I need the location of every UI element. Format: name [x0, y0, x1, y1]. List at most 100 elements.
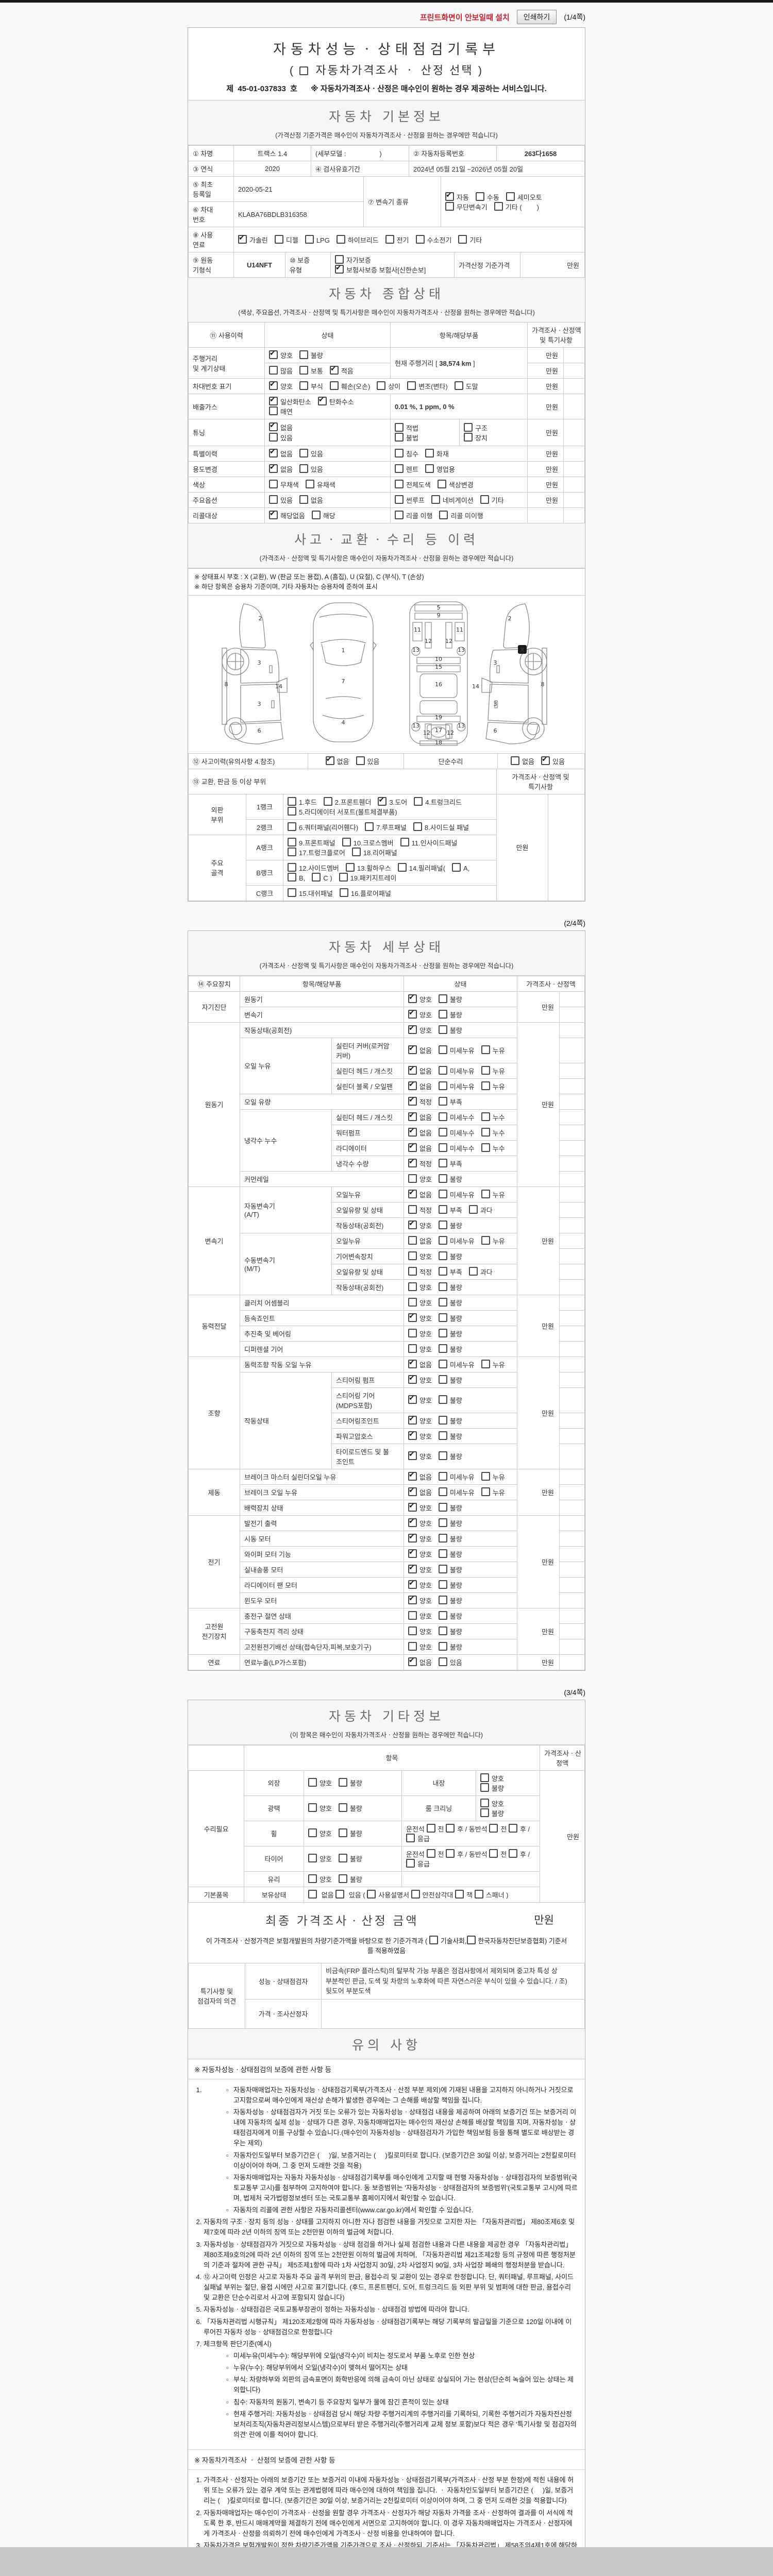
checkbox-option[interactable]: 없음	[269, 447, 293, 459]
checkbox-unchecked[interactable]	[308, 1778, 317, 1787]
checkbox-checked[interactable]	[408, 1064, 417, 1075]
checkbox-unchecked[interactable]	[269, 480, 278, 488]
checkbox-option[interactable]: 불량	[438, 1451, 462, 1461]
checkbox-option[interactable]: 누수	[481, 1127, 505, 1138]
checkbox-unchecked[interactable]	[438, 1451, 447, 1460]
checkbox-option[interactable]: 불량	[438, 1580, 462, 1590]
checkbox-unchecked[interactable]	[481, 1065, 490, 1075]
checkbox-option[interactable]: 15.대쉬패널	[288, 888, 333, 898]
checkbox-option[interactable]: 누유	[481, 1065, 505, 1076]
checkbox-option[interactable]: 있음	[269, 433, 386, 443]
checkbox-option[interactable]: 불량	[438, 1328, 462, 1338]
checkbox-checked[interactable]	[408, 1656, 417, 1666]
checkbox-unchecked[interactable]	[395, 422, 404, 432]
checkbox-unchecked[interactable]	[438, 1096, 447, 1106]
checkbox-unchecked[interactable]	[481, 1081, 490, 1090]
checkbox-option[interactable]: 미세누유	[438, 1065, 475, 1076]
checkbox-option[interactable]: 네비게이션	[431, 495, 474, 505]
checkbox-unchecked[interactable]	[425, 449, 434, 457]
checkbox-option[interactable]: 변조(변타)	[407, 381, 448, 391]
checkbox-unchecked[interactable]	[468, 1266, 478, 1276]
checkbox-checked[interactable]	[541, 755, 550, 765]
checkbox-option[interactable]: 무단변속기	[445, 201, 488, 212]
checkbox-option[interactable]: 유채색	[305, 480, 335, 489]
checkbox-option[interactable]: 적정	[408, 1095, 432, 1107]
checkbox-checked[interactable]	[408, 1044, 417, 1054]
checkbox-unchecked[interactable]	[438, 1657, 447, 1666]
checkbox-option[interactable]: 불량	[438, 1626, 462, 1636]
checkbox-option[interactable]: 13.휠하우스	[345, 862, 391, 873]
checkbox-unchecked[interactable]	[299, 350, 308, 359]
checkbox-checked[interactable]	[408, 1142, 417, 1152]
checkbox-option[interactable]: 미세누유	[438, 1359, 475, 1369]
checkbox-option[interactable]: 양호	[308, 1828, 332, 1838]
checkbox-checked[interactable]	[269, 463, 278, 473]
print-button[interactable]: 인쇄하기	[516, 10, 557, 24]
checkbox-option[interactable]: 적법	[395, 422, 418, 433]
checkbox-option[interactable]: 있음	[269, 495, 293, 505]
checkbox-option[interactable]: 기타 ( )	[494, 201, 539, 212]
checkbox-unchecked[interactable]	[481, 1487, 490, 1496]
checkbox-option[interactable]: 양호	[408, 1532, 432, 1544]
checkbox-option[interactable]: 양호	[308, 1803, 332, 1813]
checkbox-unchecked[interactable]	[438, 1641, 447, 1651]
checkbox-unchecked[interactable]	[395, 511, 404, 519]
checkbox-option[interactable]: 하이브리드	[336, 234, 379, 245]
checkbox-unchecked[interactable]	[438, 1045, 447, 1054]
checkbox-checked[interactable]	[325, 755, 334, 765]
checkbox-option[interactable]: 부족	[438, 1266, 462, 1277]
checkbox-unchecked[interactable]	[408, 1174, 417, 1183]
checkbox-unchecked[interactable]	[438, 1502, 447, 1512]
checkbox-unchecked[interactable]	[438, 1235, 447, 1245]
checkbox-option[interactable]: 부족	[438, 1158, 462, 1168]
checkbox-option[interactable]: 있음	[541, 755, 565, 766]
checkbox-unchecked[interactable]	[288, 862, 296, 872]
checkbox-option[interactable]: 적정	[408, 1266, 432, 1277]
checkbox-option[interactable]: 있음	[356, 756, 379, 766]
checkbox-option[interactable]: 불량	[438, 1174, 462, 1184]
checkbox-checked[interactable]	[408, 1008, 417, 1019]
checkbox-unchecked[interactable]	[395, 464, 404, 473]
checkbox-unchecked[interactable]	[308, 1828, 317, 1837]
checkbox-unchecked[interactable]	[408, 1344, 417, 1353]
checkbox-option[interactable]: 누유	[481, 1189, 505, 1199]
checkbox-option[interactable]: 누유	[481, 1359, 505, 1369]
checkbox-option[interactable]: 불량	[338, 1803, 362, 1813]
checkbox-option[interactable]: 없음	[408, 1126, 432, 1138]
checkbox-unchecked[interactable]	[438, 994, 447, 1003]
checkbox-unchecked[interactable]	[438, 1158, 447, 1167]
checkbox-unchecked[interactable]	[308, 1889, 317, 1899]
checkbox-unchecked[interactable]	[438, 1205, 447, 1214]
checkbox-option[interactable]: 구조	[464, 422, 488, 433]
checkbox-unchecked[interactable]	[438, 1431, 447, 1440]
checkbox-option[interactable]: 불량	[438, 1549, 462, 1559]
checkbox-unchecked[interactable]	[508, 1823, 517, 1833]
checkbox-unchecked[interactable]	[338, 1854, 347, 1862]
checkbox-unchecked[interactable]	[489, 1849, 498, 1858]
checkbox-option[interactable]: 양호	[408, 1517, 432, 1528]
checkbox-option[interactable]: 없음	[408, 1064, 432, 1076]
checkbox-checked[interactable]	[408, 1486, 417, 1496]
checkbox-checked[interactable]	[269, 380, 278, 390]
checkbox-checked[interactable]	[335, 263, 344, 274]
checkbox-option[interactable]: 과다	[468, 1266, 493, 1277]
checkbox-option[interactable]: 14.필러패널(	[397, 862, 445, 873]
checkbox-option[interactable]: 없음	[325, 755, 349, 766]
checkbox-option[interactable]: 16.플로어패널	[339, 888, 391, 898]
checkbox-unchecked[interactable]	[338, 1803, 347, 1812]
checkbox-checked[interactable]	[408, 1095, 417, 1106]
checkbox-checked[interactable]	[408, 1188, 417, 1198]
checkbox-unchecked[interactable]	[269, 406, 278, 415]
checkbox-option[interactable]: 없음	[408, 1188, 432, 1199]
checkbox-unchecked[interactable]	[408, 1611, 417, 1620]
checkbox-option[interactable]: 불량	[480, 1783, 504, 1793]
checkbox-unchecked[interactable]	[480, 1798, 489, 1807]
checkbox-unchecked[interactable]	[468, 1205, 478, 1214]
checkbox-option[interactable]: 미세누수	[438, 1127, 475, 1138]
checkbox-option[interactable]: 불량	[299, 350, 323, 360]
checkbox-checked[interactable]	[408, 1579, 417, 1589]
checkbox-unchecked[interactable]	[438, 1313, 447, 1322]
checkbox-unchecked[interactable]	[395, 495, 404, 504]
print-install-notice[interactable]: 프린트화면이 안보일때 설치	[419, 13, 510, 22]
checkbox-option[interactable]: 없음	[299, 495, 323, 505]
